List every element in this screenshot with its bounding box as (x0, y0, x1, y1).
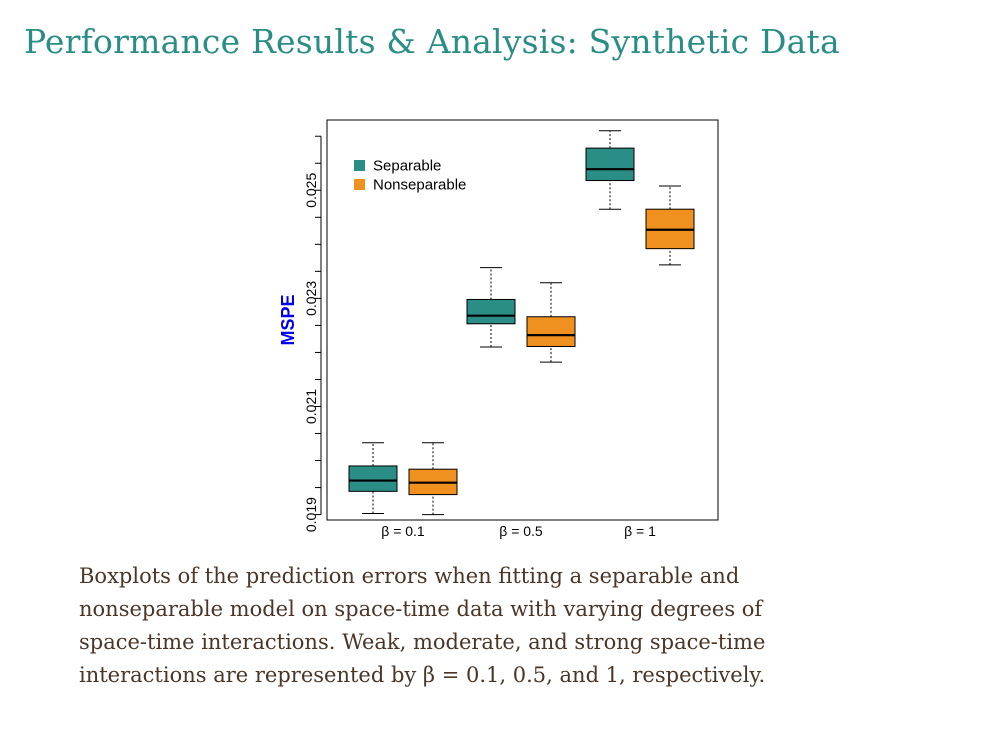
figure-caption: Boxplots of the prediction errors when f… (79, 560, 939, 692)
x-category-label: β = 0.5 (499, 523, 543, 539)
box-separable-1 (348, 465, 398, 492)
y-tick-label: 0.023 (303, 281, 319, 316)
boxplot-chart: 0.019 0.021 0.023 0.025 MSPE β = 0.1 β = 0.5 β … (270, 110, 730, 540)
y-tick-label: 0.021 (303, 389, 319, 424)
box-nonseparable-2 (526, 316, 576, 347)
caption-line-3: space-time interactions. Weak, moderate,… (79, 630, 766, 654)
x-category-label: β = 0.1 (381, 523, 425, 539)
caption-line-2: nonseparable model on space-time data wi… (79, 597, 763, 621)
legend-label: Separable (373, 158, 441, 175)
y-tick-label: 0.025 (303, 173, 319, 208)
chart-root: 0.019 0.021 0.023 0.025 MSPE β = 0.1 β = 0.5 β … (278, 119, 719, 539)
slide-title: Performance Results & Analysis: Syntheti… (24, 22, 840, 61)
x-category-label: β = 1 (624, 523, 656, 539)
legend-swatch (354, 160, 365, 171)
caption-line-4: interactions are represented by β = 0.1,… (79, 663, 766, 687)
legend-label: Nonseparable (373, 177, 466, 194)
chart-svg: 0.019 0.021 0.023 0.025 MSPE β = 0.1 β = 0.5 β … (278, 119, 719, 539)
plot-frame (326, 119, 719, 521)
caption-line-1: Boxplots of the prediction errors when f… (79, 564, 740, 588)
box-separable-2 (466, 298, 516, 325)
y-axis-title: MSPE (278, 294, 298, 345)
box-separable-3 (585, 147, 635, 182)
legend-swatch (354, 179, 365, 190)
y-tick-label: 0.019 (303, 497, 319, 532)
